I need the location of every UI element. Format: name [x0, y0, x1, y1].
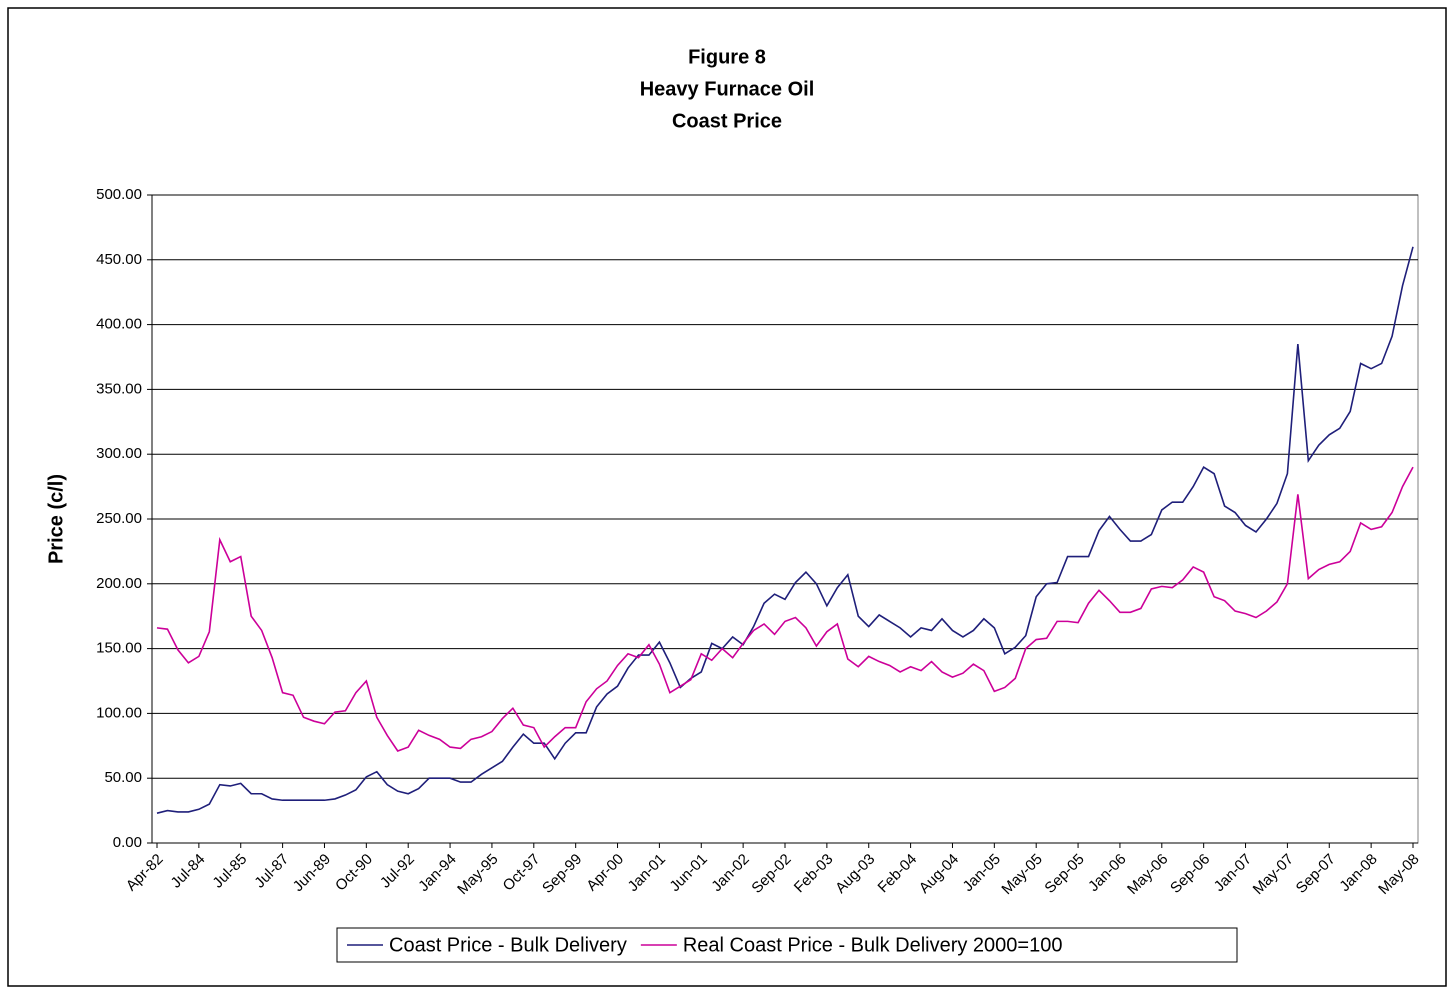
chart-title: Coast Price	[672, 110, 782, 132]
legend-box	[336, 927, 1238, 963]
y-tick-label: 300.00	[96, 445, 142, 462]
series-line	[156, 246, 1414, 814]
y-axis-label: Price (c/l)	[45, 474, 67, 564]
y-tick-label: 150.00	[96, 640, 142, 657]
y-tick-label: 500.00	[96, 186, 142, 203]
y-tick-label: 50.00	[104, 769, 142, 786]
legend-label: Real Coast Price - Bulk Delivery 2000=10…	[683, 934, 1063, 956]
y-tick-label: 350.00	[96, 380, 142, 397]
chart-title: Heavy Furnace Oil	[640, 78, 815, 100]
y-tick-label: 100.00	[96, 704, 142, 721]
series-line	[156, 466, 1414, 752]
y-tick-label: 450.00	[96, 251, 142, 268]
y-tick-label: 400.00	[96, 316, 142, 333]
y-tick-label: 0.00	[113, 834, 142, 851]
y-tick-label: 250.00	[96, 510, 142, 527]
y-tick-label: 200.00	[96, 575, 142, 592]
legend-label: Coast Price - Bulk Delivery	[389, 934, 627, 956]
chart-title: Figure 8	[688, 46, 766, 68]
